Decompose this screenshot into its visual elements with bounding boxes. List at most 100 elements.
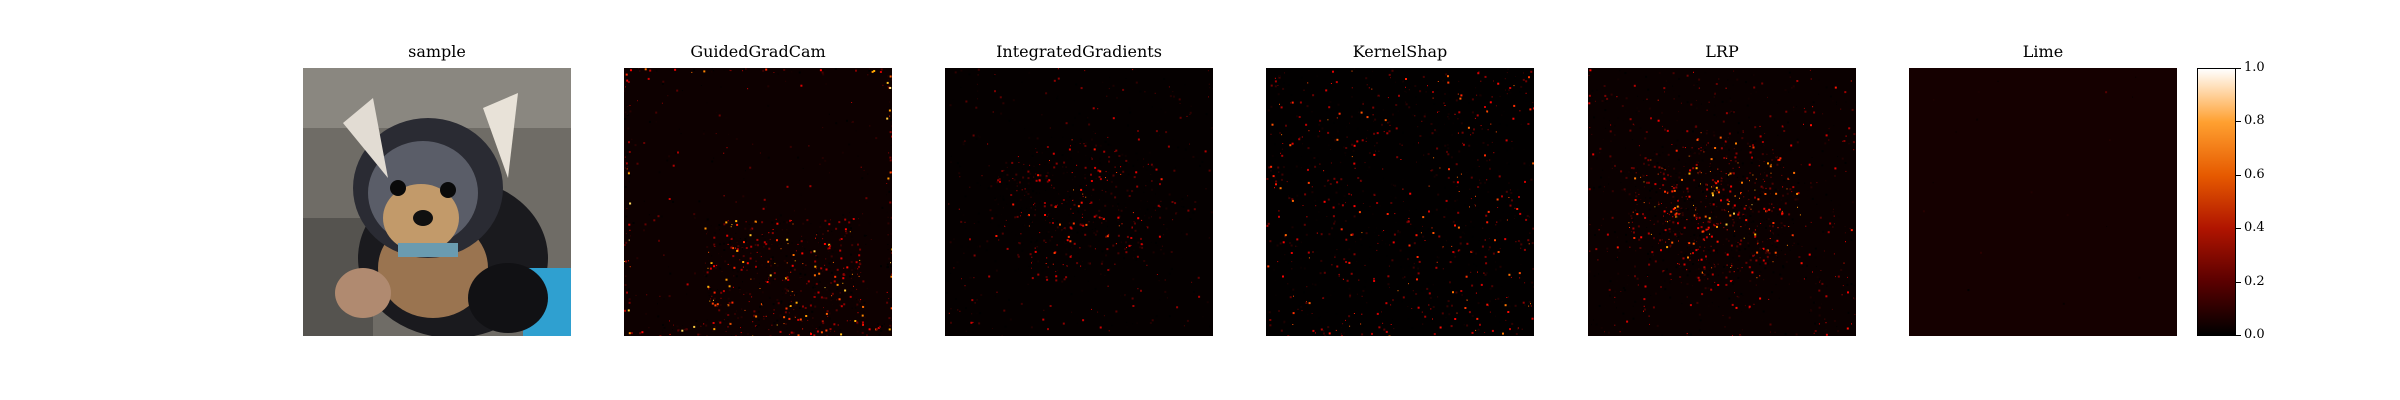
attribution-pixel: [713, 70, 715, 72]
attribution-pixel: [1091, 138, 1093, 141]
attribution-pixel: [1675, 272, 1677, 274]
attribution-pixel: [736, 270, 739, 273]
attribution-pixel: [1671, 167, 1673, 169]
attribution-pixel: [756, 272, 758, 274]
attribution-pixel: [1708, 222, 1710, 224]
attribution-pixel: [648, 327, 650, 329]
attribution-pixel: [1099, 170, 1102, 173]
attribution-pixel: [1381, 311, 1382, 313]
attribution-pixel: [1521, 100, 1524, 103]
attribution-pixel: [1311, 191, 1314, 194]
attribution-pixel: [1634, 275, 1636, 278]
attribution-pixel: [1367, 229, 1370, 232]
attribution-pixel: [1332, 215, 1335, 218]
attribution-pixel: [1806, 129, 1808, 131]
attribution-pixel: [1011, 231, 1013, 233]
attribution-pixel: [1477, 207, 1480, 209]
attribution-pixel: [949, 334, 952, 336]
attribution-pixel: [1082, 224, 1085, 227]
attribution-pixel: [1289, 151, 1291, 153]
attribution-pixel: [1396, 156, 1399, 159]
attribution-pixel: [1112, 205, 1114, 207]
attribution-pixel: [1109, 76, 1111, 78]
attribution-pixel: [1036, 137, 1039, 140]
attribution-pixel: [1700, 183, 1701, 185]
attribution-pixel: [1697, 268, 1700, 270]
attribution-pixel: [1728, 148, 1730, 151]
attribution-pixel: [1678, 158, 1680, 161]
attribution-pixel: [1402, 178, 1404, 180]
attribution-pixel: [1289, 144, 1292, 147]
attribution-pixel: [1154, 209, 1156, 211]
attribution-pixel: [1314, 199, 1317, 202]
attribution-pixel: [1771, 182, 1774, 185]
attribution-pixel: [1683, 254, 1686, 257]
attribution-pixel: [1754, 179, 1756, 180]
colorbar-tick-label-0: 0.0: [2244, 327, 2265, 342]
attribution-pixel: [802, 245, 803, 247]
attribution-pixel: [1762, 310, 1765, 313]
attribution-pixel: [1511, 147, 1514, 150]
attribution-pixel: [1459, 242, 1462, 245]
attribution-pixel: [1290, 244, 1293, 247]
attribution-pixel: [1045, 92, 1048, 95]
attribution-pixel: [1453, 119, 1456, 122]
attribution-pixel: [842, 335, 845, 336]
attribution-pixel: [1112, 244, 1115, 247]
attribution-pixel: [1821, 303, 1822, 305]
attribution-pixel: [969, 276, 972, 279]
attribution-pixel: [785, 292, 787, 294]
attribution-pixel: [713, 299, 714, 301]
attribution-pixel: [1712, 186, 1714, 188]
attribution-pixel: [1639, 126, 1642, 129]
attribution-pixel: [1733, 212, 1735, 215]
attribution-pixel: [718, 253, 720, 255]
attribution-pixel: [1707, 226, 1710, 229]
attribution-pixel: [784, 323, 787, 325]
attribution-pixel: [660, 215, 663, 218]
attribution-pixel: [776, 239, 778, 242]
attribution-pixel: [804, 307, 807, 309]
attribution-pixel: [1351, 96, 1353, 98]
attribution-pixel: [1407, 283, 1409, 285]
attribution-pixel: [1412, 266, 1415, 269]
attribution-pixel: [887, 177, 890, 180]
attribution-pixel: [1510, 192, 1513, 194]
attribution-pixel: [1326, 312, 1328, 314]
attribution-pixel: [1471, 111, 1474, 114]
attribution-pixel: [1388, 335, 1391, 336]
attribution-pixel: [681, 329, 684, 332]
attribution-pixel: [801, 320, 803, 322]
attribution-pixel: [1709, 221, 1711, 223]
attribution-pixel: [1633, 193, 1635, 195]
attribution-pixel: [779, 214, 782, 217]
attribution-pixel: [1851, 124, 1853, 125]
attribution-pixel: [1484, 181, 1486, 184]
attribution-pixel: [1752, 254, 1755, 257]
attribution-pixel: [1709, 171, 1711, 172]
attribution-pixel: [1683, 166, 1685, 167]
attribution-pixel: [1460, 173, 1462, 175]
attribution-pixel: [1006, 226, 1008, 228]
attribution-pixel: [1598, 186, 1601, 189]
attribution-pixel: [1287, 283, 1289, 285]
attribution-pixel: [851, 102, 853, 103]
attribution-pixel: [1030, 181, 1031, 183]
attribution-pixel: [1656, 324, 1659, 327]
attribution-pixel: [972, 321, 974, 323]
attribution-pixel: [1098, 176, 1101, 178]
attribution-pixel: [786, 221, 789, 224]
attribution-pixel: [1679, 208, 1681, 210]
attribution-pixel: [1506, 162, 1509, 165]
attribution-pixel: [1074, 116, 1076, 119]
attribution-pixel: [1776, 328, 1778, 330]
attribution-pixel: [1389, 244, 1391, 246]
attribution-pixel: [826, 305, 828, 307]
attribution-pixel: [1724, 326, 1726, 328]
attribution-pixel: [1695, 249, 1698, 252]
attribution-pixel: [1846, 327, 1849, 330]
attribution-pixel: [673, 324, 674, 326]
attribution-pixel: [1526, 215, 1529, 217]
attribution-pixel: [730, 237, 732, 239]
attribution-pixel: [1696, 301, 1699, 304]
